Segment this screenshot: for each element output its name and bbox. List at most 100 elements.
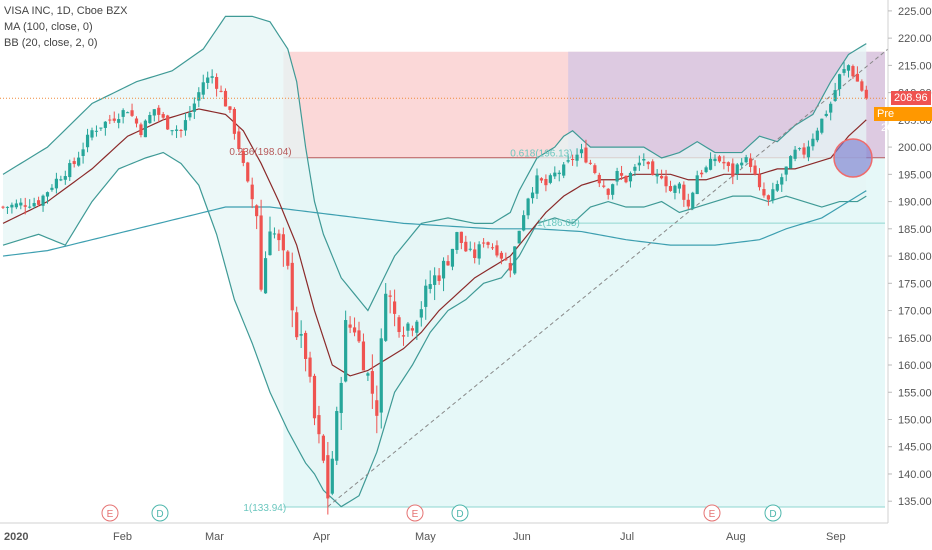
candle-body [255,205,259,217]
candle-body [806,146,811,158]
candle-body [126,112,130,114]
price-tick-label: 150.00 [898,414,932,426]
price-tick-label: 215.00 [898,60,932,72]
candle-body [388,295,392,297]
candle-body [651,161,655,176]
candle-body [655,174,659,177]
price-tick-label: 165.00 [898,333,932,345]
trend-line [327,48,889,508]
candle-body [593,165,597,173]
candle-body [152,109,156,116]
candle-body [250,184,254,200]
candle-body [731,163,735,177]
candle-body [619,173,624,176]
candle-body [1,206,5,208]
candle-body [357,330,361,342]
candle-body [446,261,450,266]
fib-label: 0.236(198.04) [229,147,291,158]
candle-body [72,161,76,165]
legend-ma: MA (100, close, 0) [4,21,93,33]
candle-body [842,69,846,73]
candle-body [272,233,277,235]
candle-body [833,90,837,101]
candle-body [103,121,107,128]
event-marker-label: E [709,509,716,520]
candle-body [32,203,36,207]
candle-body [838,74,842,90]
candle-body [539,178,544,181]
candle-body [722,161,726,164]
candle-body [361,341,366,371]
event-marker-label: D [769,509,776,520]
fib-retracement-zones [283,51,886,508]
candle-body [179,129,183,131]
candle-body [370,371,374,394]
price-tick-label: 145.00 [898,442,932,454]
bb-lower-line [2,151,867,508]
candle-body [117,119,121,123]
candle-body [428,284,432,289]
candle-body [108,119,112,121]
candle-body [157,107,161,115]
candle-body [143,120,147,138]
price-tick-label: 180.00 [898,251,932,263]
candle-body [344,320,348,382]
candle-body [459,231,463,243]
candle-body [312,375,317,419]
candle-body [263,258,268,294]
price-tick-label: 195.00 [898,169,932,181]
candle-body [90,130,94,138]
time-tick-label: May [415,531,436,543]
candle-body [664,176,668,187]
fib-label: 1(133.94) [243,503,286,514]
time-tick-label: Jul [620,531,634,543]
premarket-value: 208.96 [881,122,915,134]
premarket-label: Pre [877,108,895,120]
candle-body [375,400,379,416]
candle-body [846,65,851,71]
candle-body [508,263,512,271]
candle-body [793,149,797,159]
candle-body [553,172,557,177]
candle-body [557,172,561,175]
candle-body [401,335,406,337]
candle-body [50,187,54,190]
time-tick-label: Sep [826,531,846,543]
candle-body [393,301,397,314]
candle-body [548,175,552,183]
candle-body [148,115,152,124]
candle-body [726,162,730,166]
candle-body [517,230,521,244]
candle-body [241,150,245,163]
candle-body [206,77,210,83]
candle-body [468,248,472,250]
candle-body [161,114,165,118]
candle-body [286,251,290,266]
candle-body [437,275,441,281]
candle-body [677,183,681,189]
candle-body [397,317,401,333]
time-axis[interactable]: 2020 Feb Mar Apr May Jun Jul Aug Sep [0,522,888,543]
candle-body [99,127,103,129]
candle-body [210,76,214,78]
event-marker-label: D [456,509,463,520]
price-axis[interactable]: 225.00220.00215.00210.00205.00200.00195.… [0,0,932,523]
candle-body [246,162,250,182]
candle-body [197,92,201,101]
candle-body [668,186,673,191]
candle-body [482,242,486,244]
time-tick-label: Feb [113,531,132,543]
candle-body [23,205,27,207]
candle-body [464,241,468,252]
dashed-trendline [327,48,889,508]
candle-body [424,285,428,307]
candle-body [139,124,143,136]
candle-body [477,244,481,259]
candle-body [588,162,592,164]
candle-body [575,154,579,161]
candle-body [183,120,188,131]
price-tick-label: 200.00 [898,142,932,154]
candle-body [708,158,713,170]
